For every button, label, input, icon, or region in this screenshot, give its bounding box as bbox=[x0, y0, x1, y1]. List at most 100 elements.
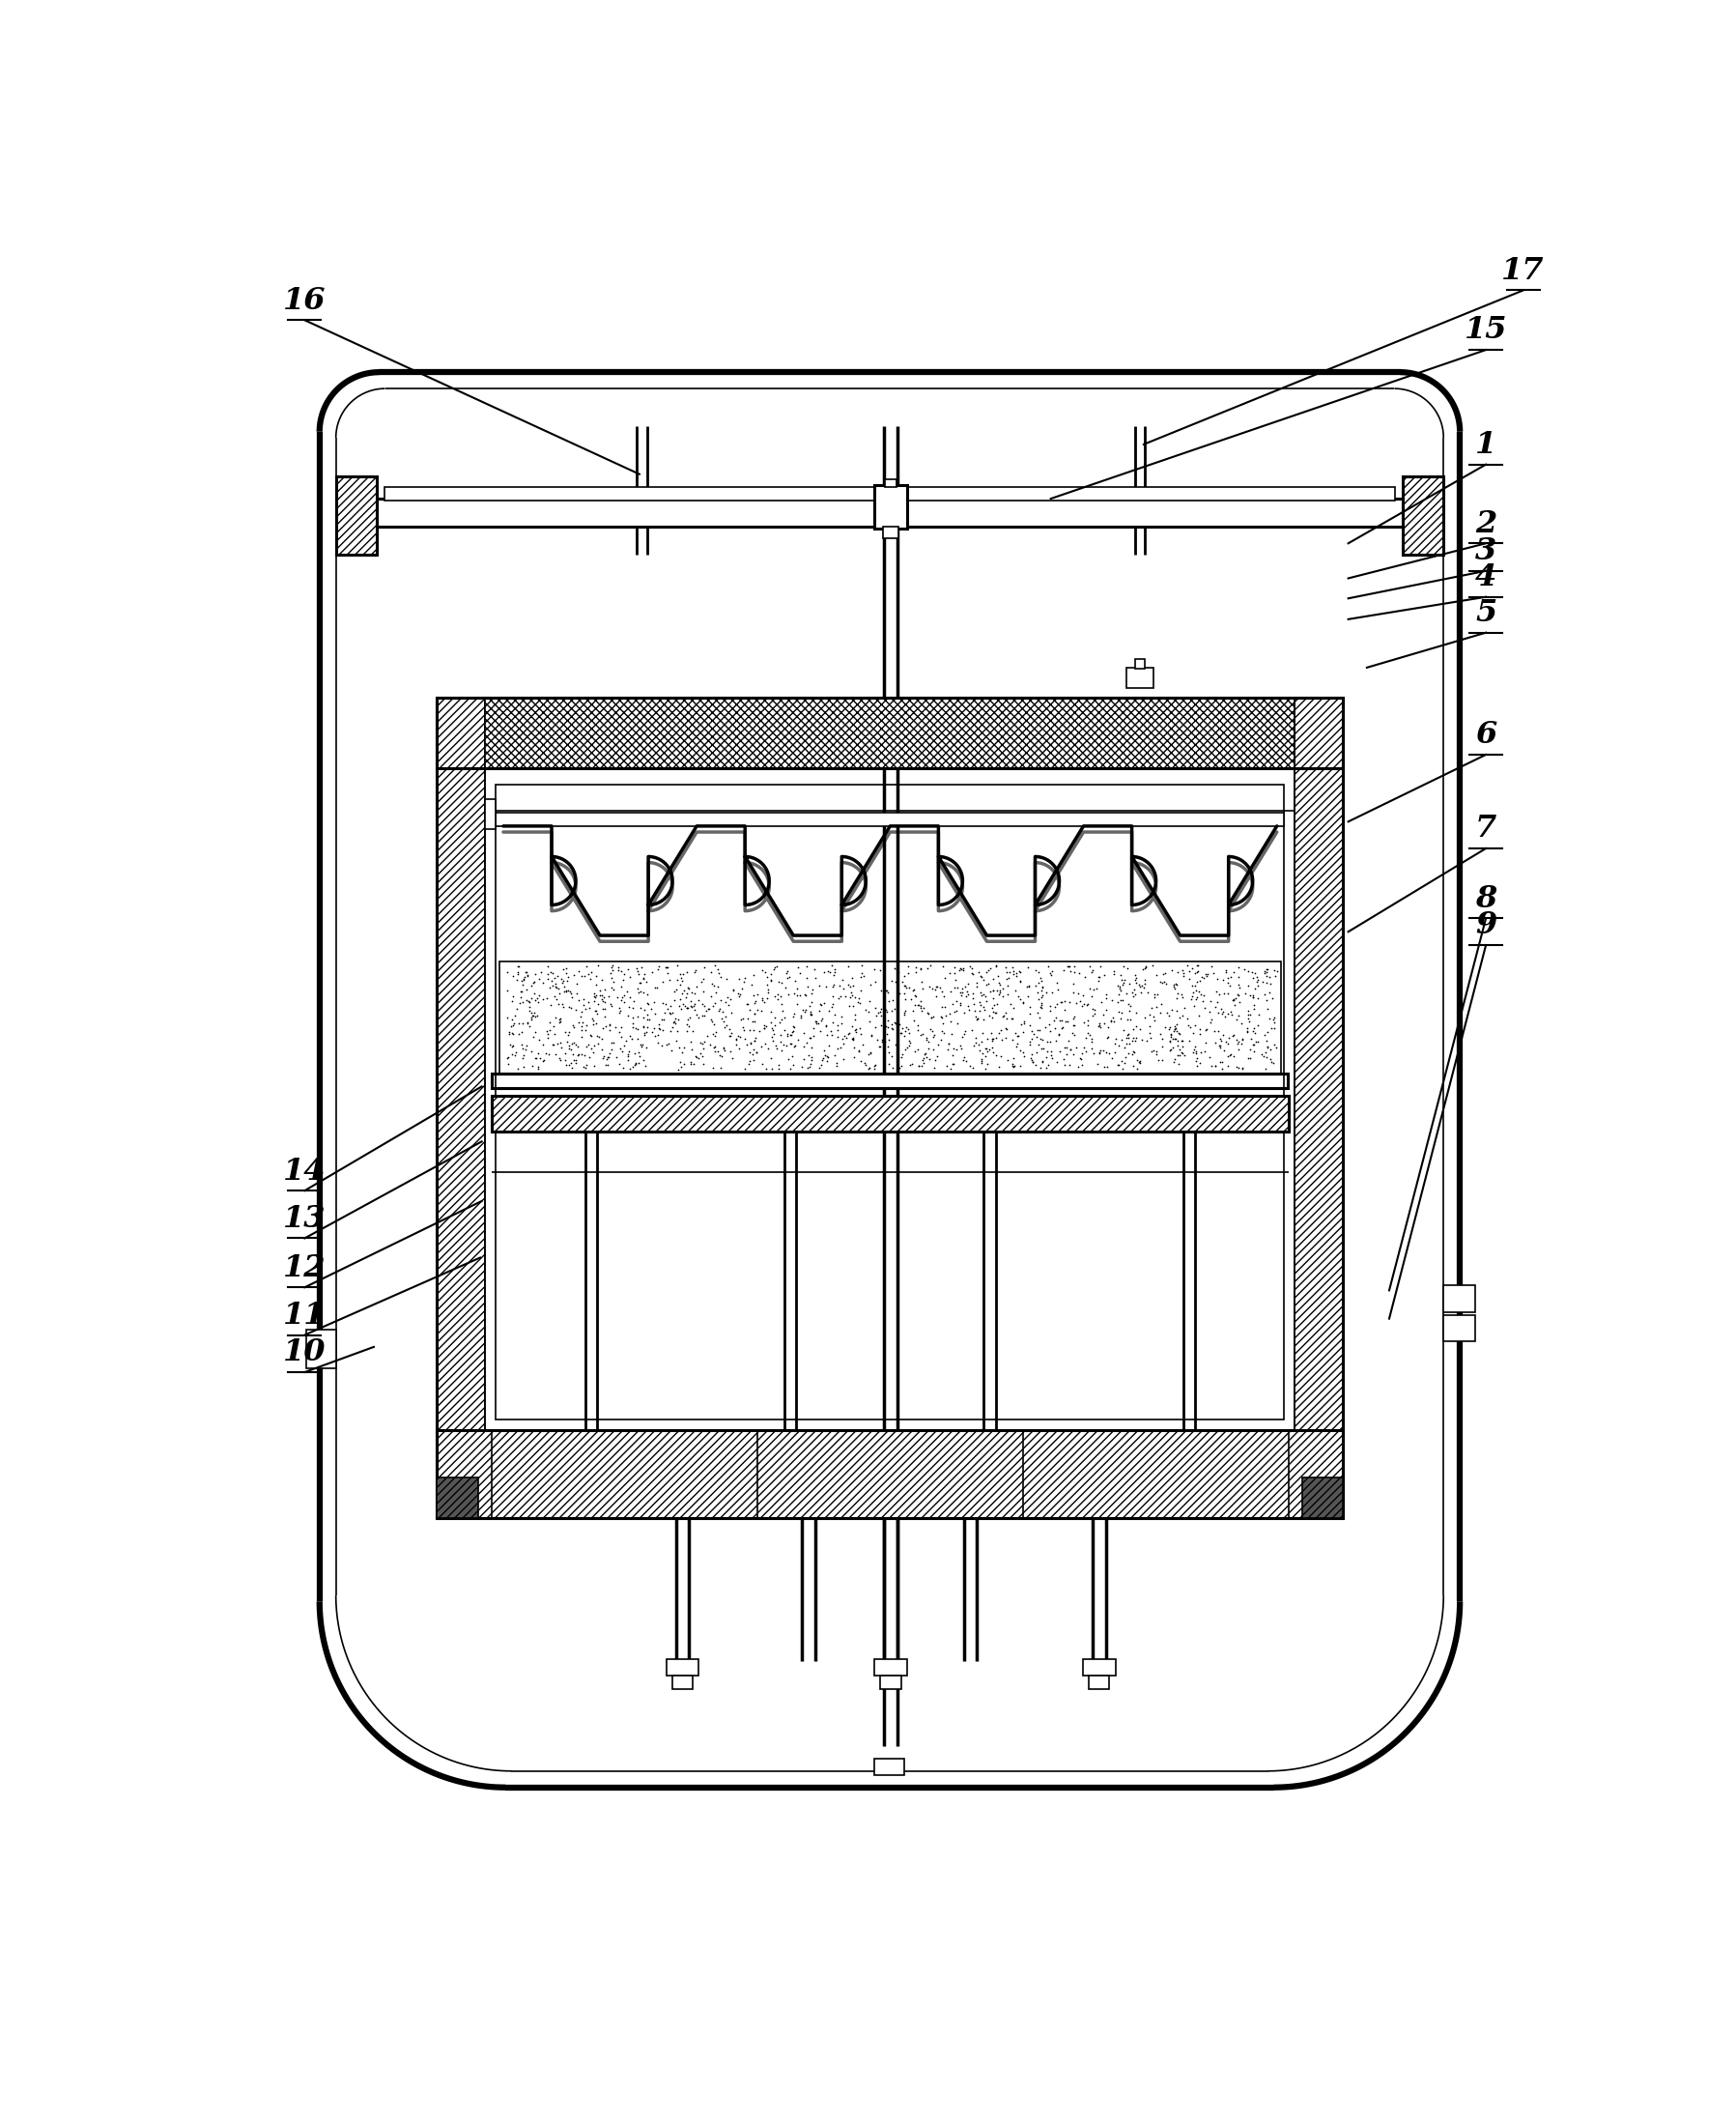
Point bbox=[1179, 968, 1207, 1002]
Point bbox=[929, 1006, 957, 1040]
Point bbox=[1245, 963, 1272, 997]
Text: 15: 15 bbox=[1465, 316, 1507, 346]
Point bbox=[561, 1025, 589, 1059]
Point bbox=[1078, 1031, 1106, 1065]
Point bbox=[726, 978, 753, 1012]
Point bbox=[760, 1008, 788, 1042]
Point bbox=[806, 1014, 833, 1048]
Point bbox=[498, 1038, 526, 1072]
Point bbox=[779, 1008, 807, 1042]
Point bbox=[1186, 999, 1213, 1033]
Point bbox=[1147, 966, 1175, 999]
Point bbox=[1038, 1042, 1066, 1076]
Point bbox=[623, 1012, 651, 1046]
Point bbox=[616, 1033, 644, 1067]
Point bbox=[667, 1050, 694, 1084]
Point bbox=[854, 1053, 882, 1086]
Point bbox=[1240, 1036, 1267, 1069]
Point bbox=[960, 987, 988, 1021]
Point bbox=[713, 961, 741, 995]
Point bbox=[880, 1006, 908, 1040]
Point bbox=[516, 1008, 543, 1042]
Point bbox=[792, 978, 819, 1012]
Point bbox=[1201, 1048, 1229, 1082]
Point bbox=[970, 989, 998, 1023]
Point bbox=[797, 997, 825, 1031]
Point bbox=[1231, 953, 1259, 987]
Point bbox=[543, 982, 571, 1016]
Bar bbox=[491, 1074, 1288, 1089]
Point bbox=[1078, 993, 1106, 1027]
Point bbox=[1163, 980, 1191, 1014]
Point bbox=[976, 966, 1003, 999]
Point bbox=[1137, 1021, 1165, 1055]
Point bbox=[573, 1008, 601, 1042]
Point bbox=[1036, 1014, 1064, 1048]
Point bbox=[1050, 1048, 1078, 1082]
Point bbox=[1207, 1044, 1234, 1078]
Point bbox=[899, 974, 927, 1008]
Point bbox=[1240, 978, 1267, 1012]
Point bbox=[908, 972, 936, 1006]
Point bbox=[670, 1046, 698, 1080]
Bar bbox=[437, 698, 486, 768]
Point bbox=[719, 1042, 746, 1076]
Point bbox=[821, 953, 849, 987]
Point bbox=[627, 1029, 654, 1063]
Point bbox=[825, 1031, 852, 1065]
Point bbox=[833, 1021, 861, 1055]
Point bbox=[998, 1048, 1026, 1082]
Point bbox=[1158, 993, 1186, 1027]
Point bbox=[630, 993, 658, 1027]
Point bbox=[552, 974, 580, 1008]
Point bbox=[696, 1002, 724, 1036]
Point bbox=[838, 970, 866, 1004]
Point bbox=[943, 1006, 970, 1040]
Point bbox=[1120, 1036, 1147, 1069]
Point bbox=[536, 955, 564, 989]
Point bbox=[1215, 1021, 1243, 1055]
Point bbox=[606, 1014, 634, 1048]
Point bbox=[748, 953, 776, 987]
Point bbox=[526, 955, 554, 989]
Point bbox=[608, 955, 635, 989]
Point bbox=[1109, 1053, 1137, 1086]
Point bbox=[983, 1038, 1010, 1072]
Point bbox=[1213, 997, 1241, 1031]
Point bbox=[651, 1002, 679, 1036]
Point bbox=[632, 966, 660, 999]
Point bbox=[585, 974, 613, 1008]
Point bbox=[958, 1012, 986, 1046]
Point bbox=[1234, 955, 1262, 989]
Point bbox=[948, 1031, 976, 1065]
Point bbox=[1182, 982, 1210, 1016]
Point bbox=[1024, 1027, 1052, 1061]
Point bbox=[1186, 1046, 1213, 1080]
Point bbox=[870, 957, 898, 991]
Point bbox=[1257, 968, 1285, 1002]
Point bbox=[668, 987, 696, 1021]
Point bbox=[927, 1023, 955, 1057]
Point bbox=[1120, 1012, 1147, 1046]
Point bbox=[983, 1021, 1010, 1055]
Point bbox=[753, 968, 781, 1002]
Point bbox=[630, 1010, 658, 1044]
Point bbox=[842, 1012, 870, 1046]
Point bbox=[854, 995, 882, 1029]
Point bbox=[878, 1050, 906, 1084]
Point bbox=[1224, 976, 1252, 1010]
Point bbox=[830, 972, 858, 1006]
Point bbox=[1016, 991, 1043, 1025]
Point bbox=[1005, 963, 1033, 997]
Point bbox=[632, 1031, 660, 1065]
Point bbox=[1240, 1014, 1267, 1048]
Point bbox=[1163, 1023, 1191, 1057]
Point bbox=[1029, 1031, 1057, 1065]
Point bbox=[514, 957, 542, 991]
Point bbox=[597, 1031, 625, 1065]
Point bbox=[547, 961, 575, 995]
Point bbox=[1163, 1014, 1191, 1048]
Point bbox=[962, 1025, 990, 1059]
Point bbox=[861, 1048, 889, 1082]
Point bbox=[1147, 1021, 1175, 1055]
